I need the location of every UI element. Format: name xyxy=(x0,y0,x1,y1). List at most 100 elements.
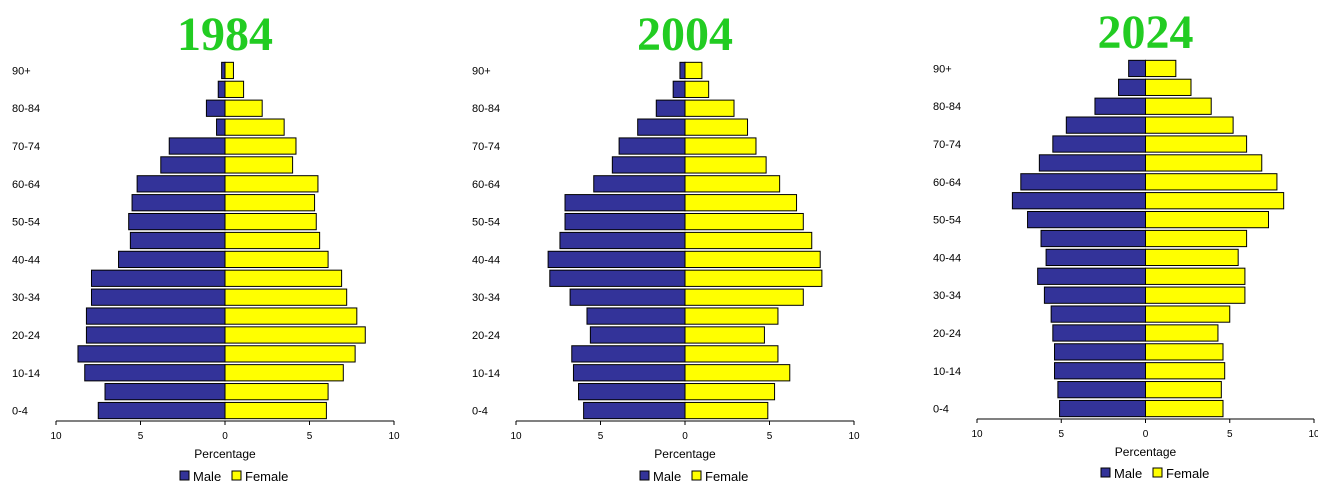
x-tick-label: 0 xyxy=(682,431,688,442)
male-bar xyxy=(129,213,225,229)
male-bar xyxy=(1066,117,1145,133)
age-label: 90+ xyxy=(933,63,952,75)
male-bar xyxy=(169,138,225,154)
female-bar xyxy=(225,384,328,400)
legend-label-male: Male xyxy=(193,469,221,484)
female-bar xyxy=(685,195,797,211)
x-tick-label: 5 xyxy=(1058,429,1064,440)
female-bar xyxy=(685,289,803,305)
x-tick-label: 5 xyxy=(307,431,313,442)
female-bar xyxy=(225,289,347,305)
female-bar xyxy=(685,308,778,324)
x-tick-label: 0 xyxy=(1143,429,1149,440)
female-bar xyxy=(1146,60,1176,76)
female-bar xyxy=(1146,155,1262,171)
male-bar xyxy=(1041,230,1145,246)
female-bar xyxy=(225,270,342,286)
female-bar xyxy=(685,327,764,343)
male-bar xyxy=(587,308,685,324)
male-bar xyxy=(105,384,225,400)
legend-swatch-male xyxy=(1101,468,1110,477)
legend-swatch-female xyxy=(1153,468,1162,477)
age-label: 70-74 xyxy=(12,141,40,153)
male-bar xyxy=(590,327,685,343)
female-bar xyxy=(685,157,766,173)
female-bar xyxy=(1146,211,1269,227)
female-bar xyxy=(685,138,756,154)
female-bar xyxy=(685,402,768,418)
male-bar xyxy=(78,346,225,362)
age-label: 50-54 xyxy=(12,217,40,229)
female-bar xyxy=(685,176,780,192)
male-bar xyxy=(565,213,685,229)
male-bar xyxy=(222,62,225,78)
female-bar xyxy=(1146,268,1245,284)
age-label: 30-34 xyxy=(12,292,40,304)
x-tick-label: 10 xyxy=(50,431,62,442)
x-tick-label: 5 xyxy=(1227,429,1233,440)
male-bar xyxy=(579,384,685,400)
x-tick-label: 0 xyxy=(222,431,228,442)
x-tick-label: 5 xyxy=(767,431,773,442)
male-bar xyxy=(673,81,685,97)
chart-title: 1984 xyxy=(177,8,273,61)
female-bar xyxy=(1146,249,1239,265)
male-bar xyxy=(132,195,225,211)
age-label: 20-24 xyxy=(933,328,961,340)
x-tick-label: 5 xyxy=(138,431,144,442)
female-bar xyxy=(1146,136,1247,152)
chart-title: 2024 xyxy=(1098,6,1194,59)
legend-label-male: Male xyxy=(1114,466,1142,481)
female-bar xyxy=(225,176,318,192)
female-bar xyxy=(1146,174,1277,190)
female-bar xyxy=(685,346,778,362)
x-tick-label: 10 xyxy=(848,431,860,442)
female-bar xyxy=(685,365,790,381)
male-bar xyxy=(594,176,685,192)
legend-label-female: Female xyxy=(1166,466,1209,481)
male-bar xyxy=(1038,268,1146,284)
male-bar xyxy=(548,251,685,267)
female-bar xyxy=(1146,382,1222,398)
male-bar xyxy=(218,81,225,97)
x-tick-label: 10 xyxy=(971,429,983,440)
age-label: 40-44 xyxy=(933,252,961,264)
male-bar xyxy=(573,365,685,381)
legend-swatch-male xyxy=(180,471,189,480)
male-bar xyxy=(217,119,225,135)
male-bar xyxy=(1044,287,1145,303)
x-axis-label: Percentage xyxy=(1115,445,1177,459)
legend-label-female: Female xyxy=(245,469,288,484)
x-tick-label: 10 xyxy=(388,431,400,442)
male-bar xyxy=(86,308,225,324)
male-bar xyxy=(91,270,225,286)
female-bar xyxy=(685,270,822,286)
age-label: 50-54 xyxy=(933,215,961,227)
age-label: 30-34 xyxy=(472,292,500,304)
male-bar xyxy=(1028,211,1146,227)
x-tick-label: 5 xyxy=(598,431,604,442)
male-bar xyxy=(137,176,225,192)
female-bar xyxy=(225,100,262,116)
female-bar xyxy=(1146,306,1230,322)
female-bar xyxy=(225,251,328,267)
male-bar xyxy=(619,138,685,154)
age-label: 40-44 xyxy=(472,254,500,266)
legend-swatch-female xyxy=(692,471,701,480)
female-bar xyxy=(685,81,709,97)
male-bar xyxy=(91,289,225,305)
female-bar xyxy=(1146,230,1247,246)
male-bar xyxy=(1053,325,1146,341)
male-bar xyxy=(680,62,685,78)
female-bar xyxy=(685,384,775,400)
male-bar xyxy=(1053,136,1146,152)
age-label: 10-14 xyxy=(472,368,500,380)
male-bar xyxy=(1129,60,1146,76)
x-axis-label: Percentage xyxy=(654,447,716,461)
age-label: 0-4 xyxy=(933,404,949,416)
x-axis-label: Percentage xyxy=(194,447,256,461)
male-bar xyxy=(161,157,225,173)
female-bar xyxy=(225,327,365,343)
male-bar xyxy=(1039,155,1145,171)
